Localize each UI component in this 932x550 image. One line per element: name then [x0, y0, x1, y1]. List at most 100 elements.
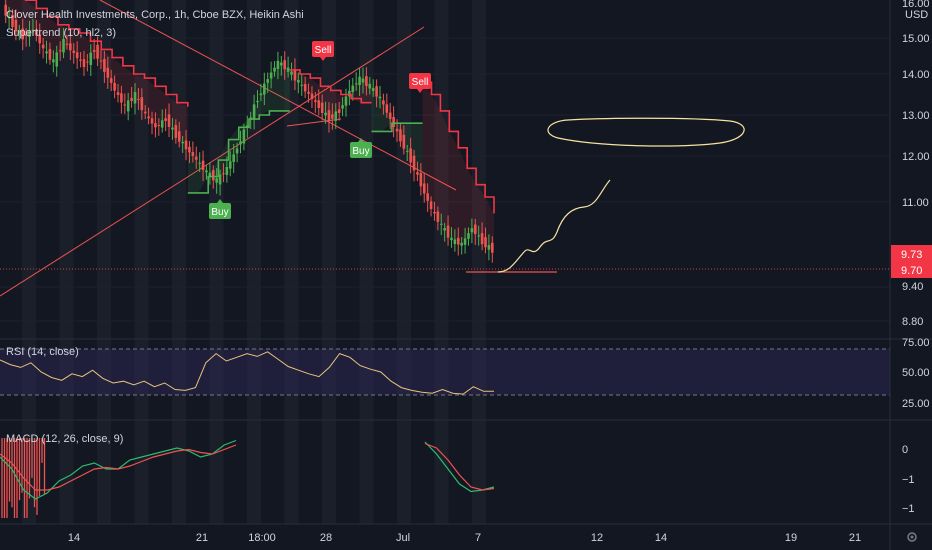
- buy-signal: Buy: [350, 138, 372, 158]
- candle-body: [106, 67, 110, 78]
- rsi-axis[interactable]: 75.00 50.00 25.00: [902, 337, 930, 410]
- rsi-tick: 75.00: [902, 337, 930, 349]
- supertrend-legend[interactable]: Supertrend (10, hl2, 3): [6, 27, 120, 39]
- candle-body: [167, 114, 171, 127]
- candle-body: [41, 44, 45, 49]
- candle-body: [157, 124, 161, 126]
- candle-body: [297, 79, 300, 83]
- candle-body: [188, 146, 191, 153]
- candle-body: [103, 59, 106, 72]
- candle-body: [429, 201, 433, 210]
- candle-body: [463, 238, 467, 245]
- candle-body: [324, 112, 327, 116]
- candle-body: [147, 116, 150, 119]
- time-tick: 28: [320, 532, 332, 544]
- rsi-band: [0, 349, 890, 395]
- candle-body: [467, 233, 470, 239]
- buy-signal: Buy: [209, 199, 231, 219]
- candle-body: [45, 51, 48, 54]
- candle-body: [446, 225, 450, 238]
- candle-body: [426, 193, 429, 201]
- symbol-label: Clover Health Investments, Corp., 1h, Cb…: [6, 9, 304, 21]
- candle-body: [375, 86, 378, 97]
- candle-body: [28, 30, 31, 37]
- candle-body: [487, 245, 491, 250]
- price-axis[interactable]: 16.00 USD 15.00 14.00 13.00 12.00 11.00 …: [891, 0, 932, 328]
- rsi-legend[interactable]: RSI (14, close): [6, 346, 83, 358]
- candle-body: [433, 211, 436, 214]
- candle-body: [368, 83, 372, 89]
- candle-body: [460, 242, 463, 246]
- candle-body: [263, 83, 266, 95]
- candle-body: [266, 79, 270, 83]
- candle-body: [24, 33, 28, 36]
- candle-body: [361, 78, 365, 83]
- price-tick: 15.00: [902, 33, 930, 45]
- candle-body: [388, 112, 392, 119]
- time-tick: 7: [475, 532, 481, 544]
- supertrend-up-fill: [371, 86, 423, 185]
- candle-body: [140, 97, 144, 111]
- candle-body: [453, 239, 457, 245]
- candle-body: [300, 84, 304, 86]
- trendlines: [0, 0, 890, 297]
- candle-body: [409, 148, 412, 163]
- candle-body: [419, 173, 423, 187]
- settings-gear-icon[interactable]: [907, 532, 917, 542]
- sell-signal-label: Sell: [315, 45, 332, 56]
- candle-body: [164, 118, 167, 121]
- candle-body: [399, 129, 402, 142]
- macd-tick: −1: [902, 503, 915, 515]
- time-tick: 14: [68, 532, 80, 544]
- candle-body: [79, 59, 82, 61]
- candle-body: [371, 88, 375, 91]
- candle-body: [154, 123, 157, 128]
- sell-signal-label: Sell: [412, 77, 429, 88]
- price-tick: 9.40: [902, 281, 923, 293]
- candle-body: [126, 100, 130, 112]
- candle-body: [456, 237, 460, 245]
- candle-body: [273, 67, 276, 72]
- candle-body: [225, 166, 229, 176]
- candle-body: [344, 96, 348, 106]
- candle-body: [269, 72, 273, 79]
- price-tick: 16.00: [902, 0, 930, 10]
- price-tick: 12.00: [902, 151, 930, 163]
- heikin-ashi-candles: [4, 0, 494, 263]
- candle-body: [7, 17, 11, 19]
- candle-body: [286, 67, 290, 72]
- time-tick: 19: [785, 532, 797, 544]
- candle-body: [416, 172, 419, 175]
- macd-label: MACD (12, 26, close, 9): [6, 433, 124, 445]
- candle-body: [450, 237, 453, 241]
- candle-body: [490, 242, 494, 253]
- candle-body: [484, 237, 487, 248]
- candle-body: [222, 173, 225, 175]
- candle-body: [477, 235, 480, 237]
- candle-body: [354, 83, 358, 85]
- rsi-tick: 25.00: [902, 398, 930, 410]
- time-tick: Jul: [396, 532, 410, 544]
- currency-label: USD: [905, 9, 928, 21]
- time-axis[interactable]: 14 21 18:00 28 Jul 7 12 14 19 21: [68, 532, 861, 544]
- candle-body: [249, 117, 253, 119]
- candle-body: [55, 52, 59, 67]
- rsi-tick: 50.00: [902, 367, 930, 379]
- chart-title[interactable]: Clover Health Investments, Corp., 1h, Cb…: [6, 9, 308, 21]
- session-band: [472, 0, 486, 524]
- candle-body: [310, 93, 314, 100]
- macd-axis[interactable]: 0 −1 −1: [902, 444, 915, 515]
- candle-body: [358, 76, 361, 86]
- candle-body: [242, 129, 246, 144]
- candle-body: [116, 92, 120, 95]
- candle-body: [11, 14, 14, 28]
- session-band: [59, 0, 74, 524]
- price-tick: 11.00: [902, 197, 929, 209]
- candle-body: [443, 228, 446, 231]
- candle-body: [252, 104, 256, 120]
- drawings[interactable]: [497, 117, 745, 273]
- candle-body: [228, 161, 232, 169]
- candle-body: [205, 170, 208, 173]
- macd-legend[interactable]: MACD (12, 26, close, 9): [6, 433, 127, 445]
